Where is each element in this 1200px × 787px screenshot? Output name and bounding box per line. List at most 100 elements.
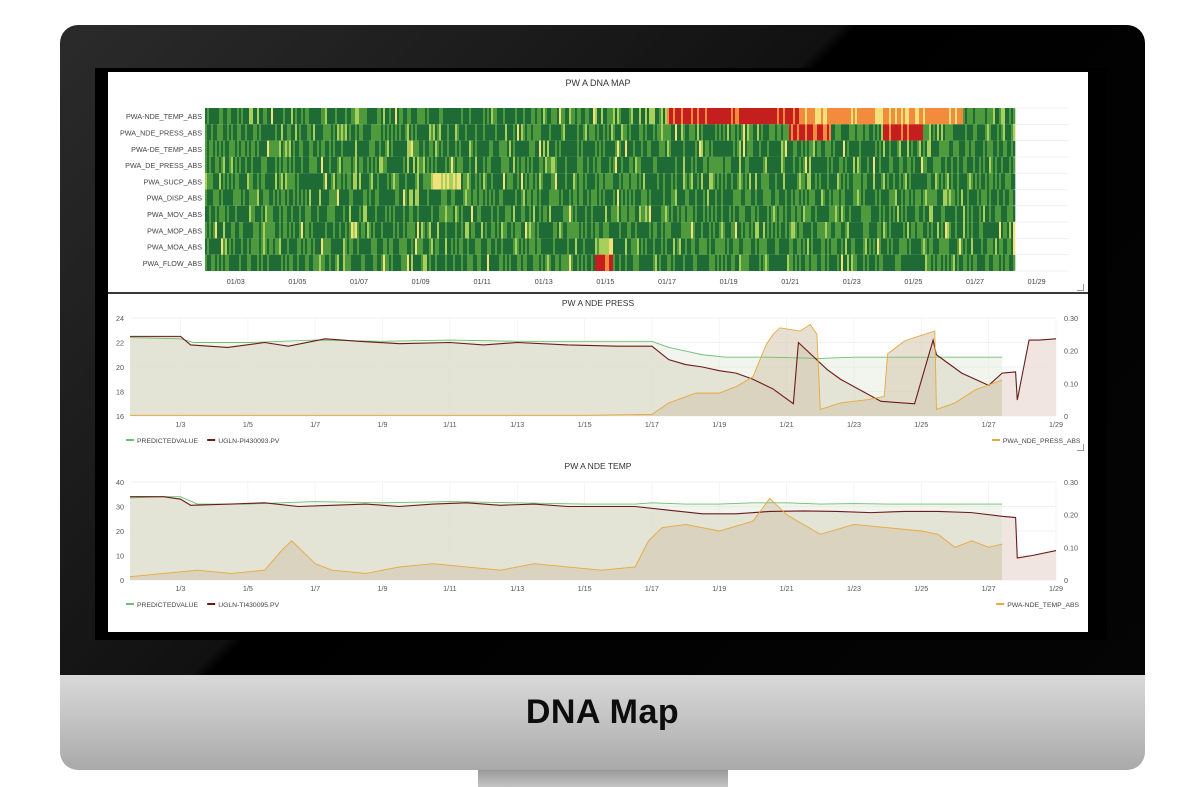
heatmap-cell xyxy=(501,124,504,141)
heatmap-cell xyxy=(721,238,724,255)
heatmap-cell xyxy=(663,254,666,271)
heatmap-cell xyxy=(695,124,698,141)
heatmap-cell xyxy=(649,124,652,141)
heatmap-cell xyxy=(997,205,1000,223)
heatmap-cell xyxy=(589,222,592,239)
heatmap-cell xyxy=(705,140,708,157)
heatmap-cell xyxy=(359,205,362,223)
heatmap-cell xyxy=(265,124,268,141)
heatmap-cell xyxy=(349,189,352,206)
heatmap-row-label: PWA_MOP_ABS xyxy=(147,226,202,235)
heatmap-cell xyxy=(807,140,810,157)
heatmap-cell xyxy=(443,189,446,206)
heatmap-cell xyxy=(809,254,812,271)
heatmap-cell xyxy=(291,222,294,239)
heatmap-cell xyxy=(391,222,394,239)
heatmap-cell xyxy=(823,205,826,223)
heatmap-cell xyxy=(477,108,480,125)
heatmap-cell xyxy=(377,173,380,190)
heatmap-cell xyxy=(553,156,556,174)
heatmap-cell xyxy=(795,189,798,206)
heatmap-cell xyxy=(575,222,578,239)
heatmap-cell xyxy=(973,156,976,174)
heatmap-cell xyxy=(849,173,852,190)
heatmap-cell xyxy=(631,254,634,271)
heatmap-cell xyxy=(561,124,564,141)
heatmap-cell xyxy=(887,124,890,141)
heatmap-cell xyxy=(245,222,248,239)
legend-label: PREDICTEDVALUE xyxy=(137,438,199,445)
heatmap-cell xyxy=(881,108,884,125)
heatmap-cell xyxy=(577,254,580,271)
heatmap-cell xyxy=(849,222,852,239)
heatmap-cell xyxy=(945,124,948,141)
heatmap-cell xyxy=(237,254,240,271)
resize-handle[interactable] xyxy=(1077,284,1084,291)
heatmap-cell xyxy=(755,222,758,239)
heatmap-cell xyxy=(679,222,682,239)
heatmap-cell xyxy=(395,156,398,174)
heatmap-cell xyxy=(235,108,238,125)
heatmap-cell xyxy=(475,140,478,157)
heatmap-cell xyxy=(723,238,726,255)
heatmap-cell xyxy=(319,189,322,206)
heatmap-cell xyxy=(267,173,270,190)
heatmap-cell xyxy=(399,205,402,223)
heatmap-cell xyxy=(753,222,756,239)
heatmap-cell xyxy=(833,140,836,157)
heatmap-cell xyxy=(975,108,978,125)
heatmap-cell xyxy=(531,222,534,239)
heatmap-cell xyxy=(785,108,788,125)
heatmap-cell xyxy=(477,254,480,271)
heatmap-cell xyxy=(895,205,898,223)
heatmap-cell xyxy=(219,124,222,141)
heatmap-cell xyxy=(837,173,840,190)
heatmap-cell xyxy=(727,254,730,271)
heatmap-cell xyxy=(317,189,320,206)
heatmap-cell xyxy=(631,173,634,190)
heatmap-cell xyxy=(405,173,408,190)
heatmap-cell xyxy=(337,108,340,125)
heatmap-cell xyxy=(537,156,540,174)
heatmap-cell xyxy=(813,173,816,190)
heatmap-cell xyxy=(325,205,328,223)
heatmap-cell xyxy=(871,238,874,255)
heatmap-cell xyxy=(405,205,408,223)
heatmap-cell xyxy=(275,238,278,255)
heatmap-cell xyxy=(659,189,662,206)
heatmap-cell xyxy=(517,205,520,223)
heatmap-cell xyxy=(933,189,936,206)
heatmap-cell xyxy=(795,254,798,271)
heatmap-cell xyxy=(971,124,974,141)
heatmap-cell xyxy=(569,238,572,255)
heatmap-cell xyxy=(911,238,914,255)
heatmap-cell xyxy=(755,238,758,255)
heatmap-cell xyxy=(945,205,948,223)
heatmap-cell xyxy=(831,173,834,190)
heatmap-cell xyxy=(449,124,452,141)
heatmap-cell xyxy=(549,124,552,141)
heatmap-cell xyxy=(895,173,898,190)
heatmap-cell xyxy=(913,238,916,255)
heatmap-cell xyxy=(825,124,828,141)
heatmap-cell xyxy=(723,222,726,239)
heatmap-cell xyxy=(239,238,242,255)
heatmap-cell xyxy=(583,108,586,125)
heatmap-cell xyxy=(977,140,980,157)
heatmap-cell xyxy=(261,238,264,255)
heatmap-cell xyxy=(601,222,604,239)
heatmap-cell xyxy=(379,254,382,271)
heatmap-cell xyxy=(919,238,922,255)
heatmap-cell xyxy=(523,108,526,125)
heatmap-cell xyxy=(389,140,392,157)
heatmap-cell xyxy=(745,254,748,271)
resize-handle[interactable] xyxy=(1077,444,1084,451)
heatmap-cell xyxy=(271,205,274,223)
heatmap-cell xyxy=(307,124,310,141)
heatmap-cell xyxy=(591,156,594,174)
heatmap-cell xyxy=(761,173,764,190)
heatmap-cell xyxy=(237,189,240,206)
heatmap-cell xyxy=(409,222,412,239)
heatmap-cell xyxy=(489,156,492,174)
heatmap-cell xyxy=(843,156,846,174)
